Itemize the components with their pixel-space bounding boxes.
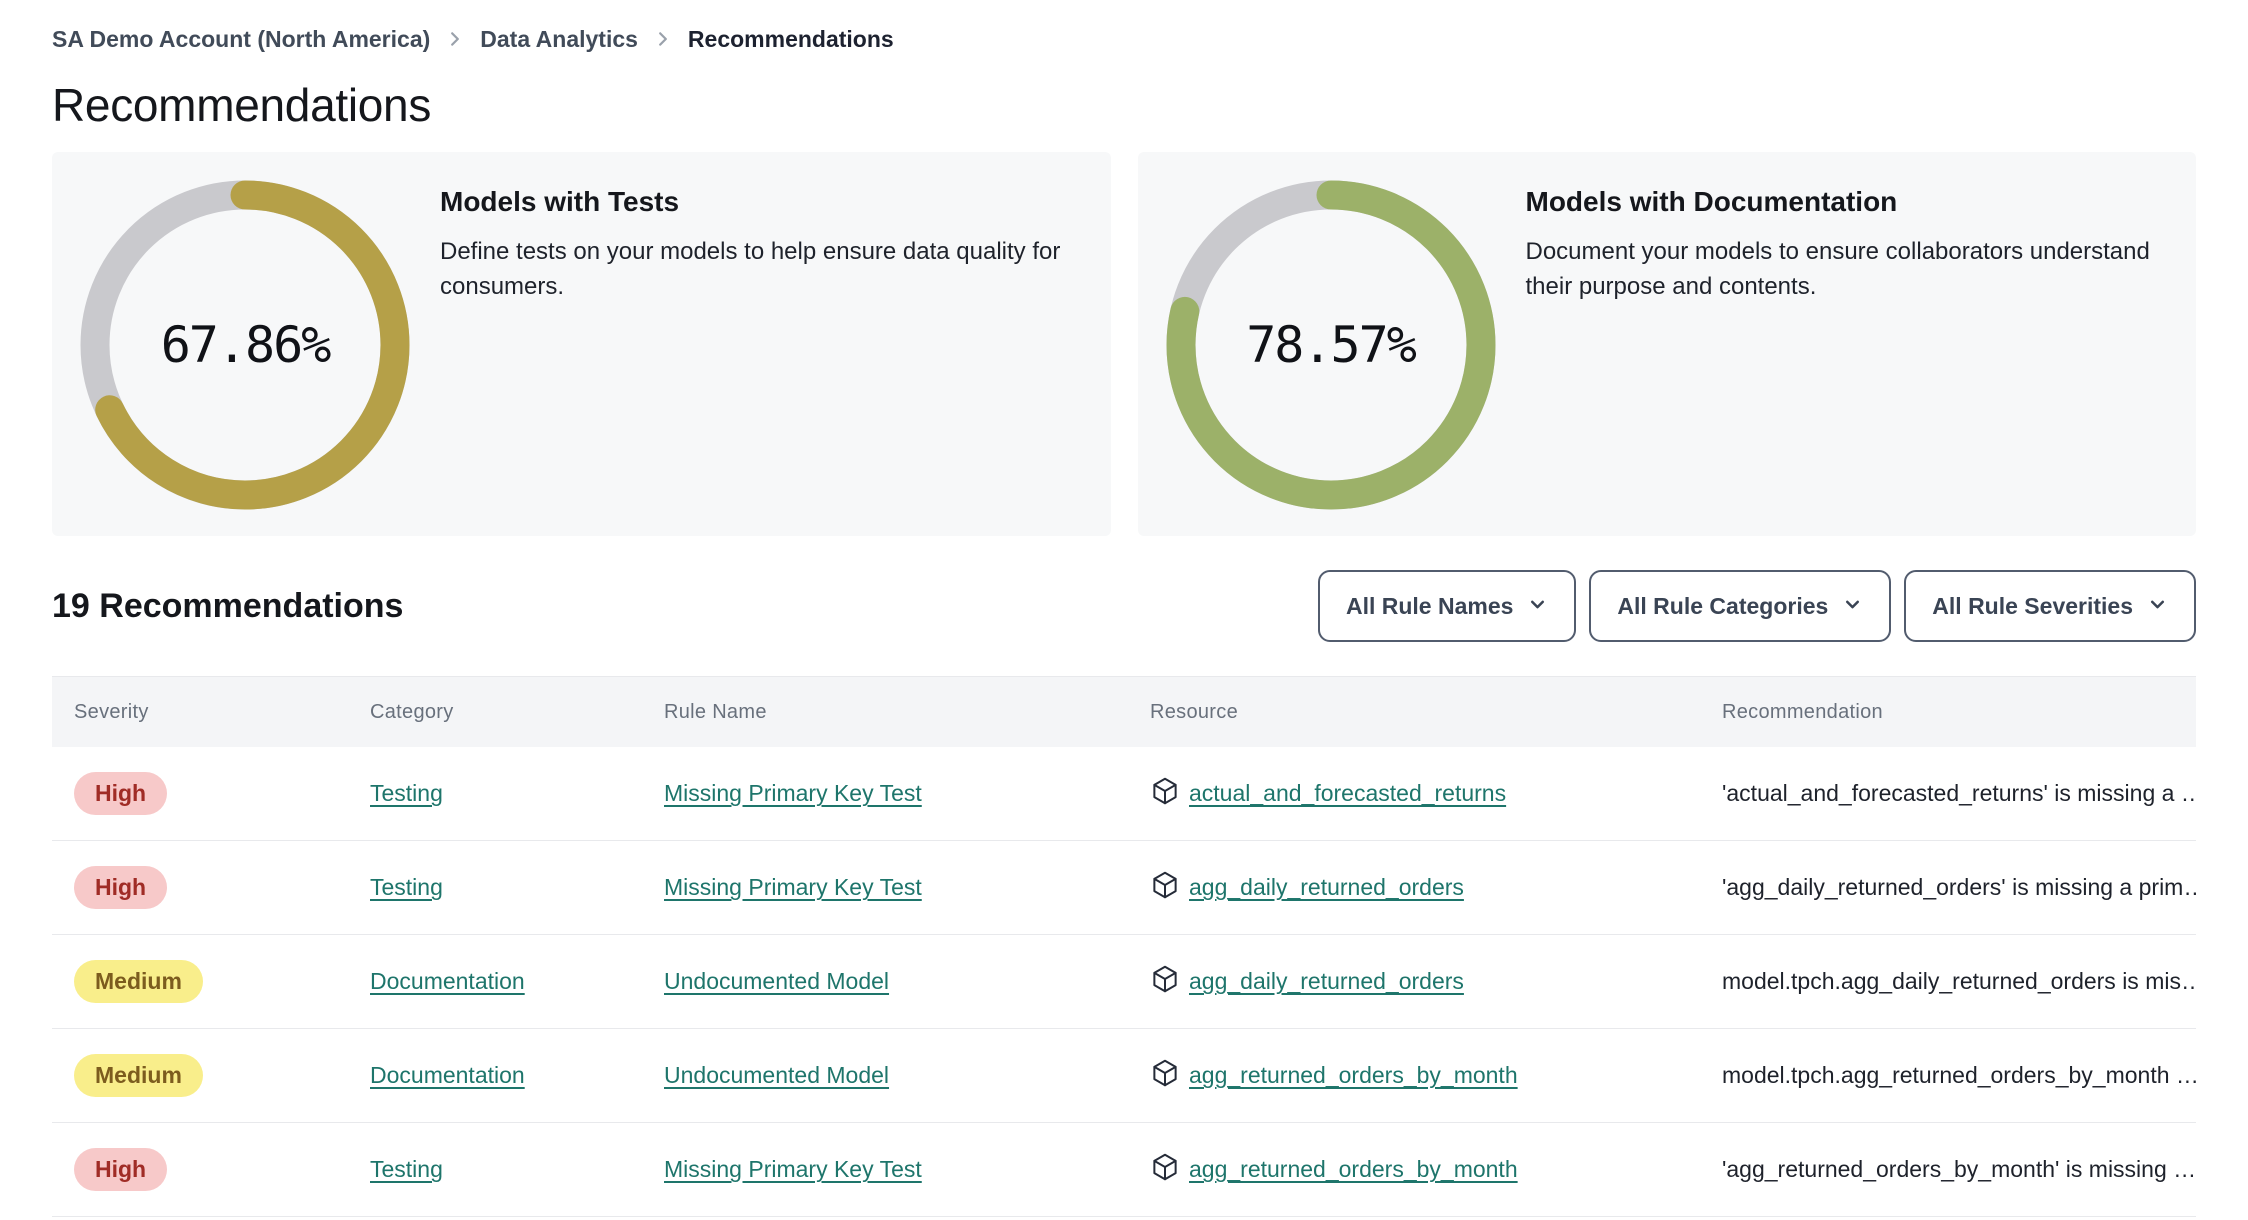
rule-categories-filter-dropdown[interactable]: All Rule Categories [1589, 570, 1892, 642]
recommendation-text: 'actual_and_forecasted_returns' is missi… [1722, 780, 2196, 806]
card-description: Document your models to ensure collabora… [1525, 238, 2150, 300]
models-with-documentation-card: 78.57% Models with Documentation Documen… [1137, 152, 2196, 536]
page-title: Recommendations [52, 79, 432, 131]
resource-link[interactable]: actual_and_forecasted_returns [1189, 780, 1507, 806]
filter-label: All Rule Names [1345, 592, 1514, 619]
recommendations-table: Severity Category Rule Name Resource Rec… [52, 676, 2196, 1217]
table-row: High Testing Missing Primary Key Test ac… [52, 747, 2196, 841]
recommendation-text: model.tpch.agg_returned_orders_by_month … [1722, 1062, 2196, 1088]
severity-badge: High [74, 772, 168, 815]
breadcrumb: SA Demo Account (North America) Data Ana… [52, 22, 2196, 56]
list-toolbar: 19 Recommendations All Rule Names All Ru… [52, 570, 2196, 642]
resource-link[interactable]: agg_daily_returned_orders [1189, 874, 1464, 900]
documentation-donut-chart: 78.57% [1166, 180, 1496, 510]
table-header-row: Severity Category Rule Name Resource Rec… [52, 677, 2196, 747]
tests-donut-chart: 67.86% [80, 180, 410, 510]
column-header-recommendation: Recommendation [1722, 700, 1883, 723]
documentation-percent-value: 78.57% [1246, 316, 1417, 374]
chevron-down-icon [2147, 592, 2168, 621]
table-row: Medium Documentation Undocumented Model … [52, 1029, 2196, 1123]
column-header-severity: Severity [74, 700, 149, 723]
cube-icon [1150, 964, 1180, 999]
breadcrumb-account[interactable]: SA Demo Account (North America) [52, 25, 431, 52]
column-header-rule-name: Rule Name [664, 700, 767, 723]
models-with-tests-card: 67.86% Models with Tests Define tests on… [52, 152, 1111, 536]
rule-name-link[interactable]: Missing Primary Key Test [664, 1156, 922, 1182]
rule-name-link[interactable]: Missing Primary Key Test [664, 780, 922, 806]
breadcrumb-current: Recommendations [687, 25, 894, 52]
filter-label: All Rule Categories [1617, 592, 1829, 619]
rule-name-link[interactable]: Undocumented Model [664, 968, 890, 994]
rule-severities-filter-dropdown[interactable]: All Rule Severities [1904, 570, 2196, 642]
recommendations-count: 19 Recommendations [52, 586, 404, 625]
table-row: High Testing Missing Primary Key Test ag… [52, 1123, 2196, 1217]
card-description: Define tests on your models to help ensu… [440, 238, 1061, 300]
chevron-right-icon [446, 30, 464, 48]
filter-buttons: All Rule Names All Rule Categories All R… [1317, 570, 2196, 642]
table-row: High Testing Missing Primary Key Test ag… [52, 841, 2196, 935]
severity-badge: High [74, 1148, 168, 1191]
breadcrumb-project[interactable]: Data Analytics [480, 25, 638, 52]
category-link[interactable]: Testing [370, 1156, 443, 1182]
rule-name-link[interactable]: Undocumented Model [664, 1062, 890, 1088]
recommendation-text: model.tpch.agg_daily_returned_orders is … [1722, 968, 2196, 994]
filter-label: All Rule Severities [1932, 592, 2133, 619]
rule-name-link[interactable]: Missing Primary Key Test [664, 874, 922, 900]
resource-link[interactable]: agg_returned_orders_by_month [1189, 1062, 1518, 1088]
resource-link[interactable]: agg_daily_returned_orders [1189, 968, 1464, 994]
recommendation-text: 'agg_returned_orders_by_month' is missin… [1722, 1156, 2196, 1182]
resource-link[interactable]: agg_returned_orders_by_month [1189, 1156, 1518, 1182]
category-link[interactable]: Testing [370, 780, 443, 806]
chevron-right-icon [654, 30, 672, 48]
column-header-category: Category [370, 700, 454, 723]
chevron-down-icon [1527, 592, 1548, 621]
tests-percent-value: 67.86% [160, 316, 332, 374]
cube-icon [1150, 776, 1180, 811]
category-link[interactable]: Documentation [370, 1062, 525, 1088]
severity-badge: High [74, 866, 168, 909]
column-header-resource: Resource [1150, 700, 1238, 723]
donut-progress-arc [80, 180, 410, 510]
category-link[interactable]: Documentation [370, 968, 525, 994]
rule-names-filter-dropdown[interactable]: All Rule Names [1317, 570, 1577, 642]
recommendation-text: 'agg_daily_returned_orders' is missing a… [1722, 874, 2196, 900]
cube-icon [1150, 1058, 1180, 1093]
chevron-down-icon [1842, 592, 1863, 621]
cube-icon [1150, 1152, 1180, 1187]
table-row: Medium Documentation Undocumented Model … [52, 935, 2196, 1029]
cube-icon [1150, 870, 1180, 905]
severity-badge: Medium [74, 1054, 203, 1097]
donut-progress-arc [1166, 180, 1495, 510]
severity-badge: Medium [74, 960, 203, 1003]
metric-cards: 67.86% Models with Tests Define tests on… [52, 152, 2196, 536]
card-title: Models with Tests [440, 186, 680, 217]
card-title: Models with Documentation [1525, 186, 1898, 217]
category-link[interactable]: Testing [370, 874, 443, 900]
